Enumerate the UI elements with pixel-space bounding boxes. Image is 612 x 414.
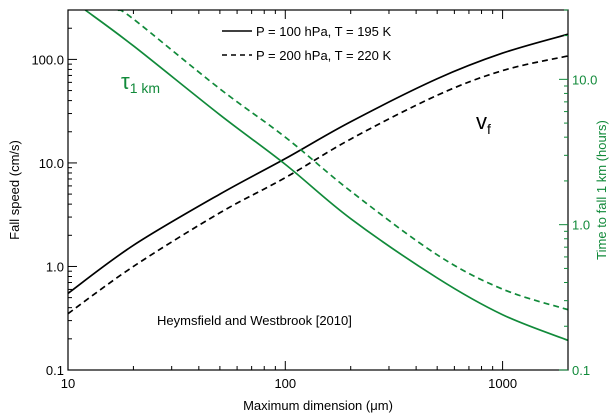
legend-label-dashed: P = 200 hPa, T = 220 K [256,48,391,63]
fall-time-series-dashed [117,10,568,311]
plot-frame [67,9,569,371]
y2-tick-label: 1.0 [572,218,590,233]
fall-speed-series-solid [68,33,568,295]
source-annotation: Heymsfield and Westbrook [2010] [157,313,352,328]
y-axis-label: Fall speed (cm/s) [7,140,22,240]
y-tick-label: 0.1 [46,363,64,378]
fall-speed-series-dashed [68,55,568,315]
fall-time-series-solid [84,10,568,342]
x-axis-label: Maximum dimension (μm) [243,398,393,413]
y2-axis-label: Time to fall 1 km (hours) [594,120,609,260]
legend-label-solid: P = 100 hPa, T = 195 K [256,24,391,39]
tau-label: τ1 km [121,69,160,96]
y2-tick-label: 10.0 [572,72,597,87]
vf-label: vf [476,109,491,137]
x-tick-label: 1000 [488,376,517,391]
y-tick-label: 100.0 [31,52,64,67]
y-tick-label: 10.0 [39,156,64,171]
y-tick-label: 1.0 [46,259,64,274]
x-tick-label: 100 [274,376,296,391]
x-tick-label: 10 [61,376,75,391]
y2-tick-label: 0.1 [572,363,590,378]
